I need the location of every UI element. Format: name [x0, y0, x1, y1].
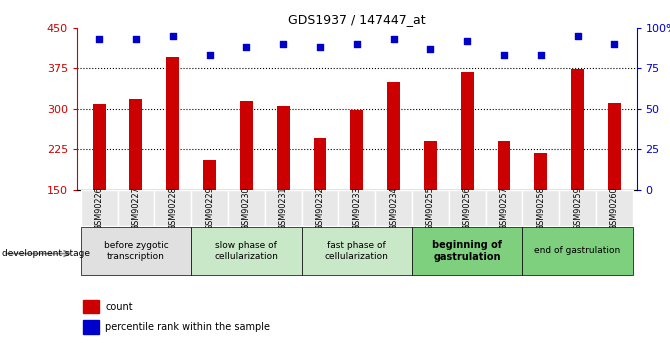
Point [388, 36, 399, 42]
Point [425, 46, 436, 51]
Bar [461, 72, 474, 271]
Text: beginning of
gastrulation: beginning of gastrulation [432, 240, 502, 262]
Bar [82, 320, 99, 334]
Text: GSM90230: GSM90230 [242, 186, 251, 230]
Point [241, 44, 252, 50]
Bar [387, 82, 400, 271]
FancyBboxPatch shape [596, 190, 633, 226]
FancyBboxPatch shape [559, 190, 596, 226]
Text: count: count [105, 302, 133, 312]
Text: before zygotic
transcription: before zygotic transcription [104, 241, 168, 261]
Text: GSM90234: GSM90234 [389, 186, 398, 230]
Point [572, 33, 583, 39]
Text: GSM90229: GSM90229 [205, 186, 214, 230]
FancyBboxPatch shape [449, 190, 486, 226]
Text: percentile rank within the sample: percentile rank within the sample [105, 322, 270, 332]
Text: slow phase of
cellularization: slow phase of cellularization [214, 241, 278, 261]
Bar [535, 153, 547, 271]
Text: GSM90258: GSM90258 [536, 186, 545, 230]
Text: GSM90256: GSM90256 [463, 186, 472, 230]
Point [315, 44, 326, 50]
Text: GSM90231: GSM90231 [279, 186, 287, 230]
FancyBboxPatch shape [375, 190, 412, 226]
Bar [277, 106, 289, 271]
Bar [350, 110, 363, 271]
FancyBboxPatch shape [191, 190, 228, 226]
FancyBboxPatch shape [523, 190, 559, 226]
FancyBboxPatch shape [191, 227, 302, 275]
FancyBboxPatch shape [302, 227, 412, 275]
Bar [203, 160, 216, 271]
Point [168, 33, 178, 39]
Bar [129, 99, 143, 271]
FancyBboxPatch shape [154, 190, 191, 226]
FancyBboxPatch shape [265, 190, 302, 226]
Bar [92, 104, 106, 271]
Bar [498, 141, 511, 271]
FancyBboxPatch shape [80, 227, 191, 275]
Point [94, 36, 105, 42]
Bar [166, 57, 179, 271]
Text: GSM90226: GSM90226 [94, 186, 104, 230]
Point [131, 36, 141, 42]
Point [204, 52, 215, 58]
Point [462, 38, 472, 43]
Bar [82, 300, 99, 313]
Bar [608, 103, 621, 271]
Text: GSM90257: GSM90257 [500, 186, 509, 230]
Title: GDS1937 / 147447_at: GDS1937 / 147447_at [288, 13, 425, 27]
Text: GSM90255: GSM90255 [426, 186, 435, 230]
FancyBboxPatch shape [486, 190, 523, 226]
Bar [571, 69, 584, 271]
FancyBboxPatch shape [523, 227, 633, 275]
Text: GSM90232: GSM90232 [316, 186, 324, 230]
FancyBboxPatch shape [302, 190, 338, 226]
Text: GSM90228: GSM90228 [168, 186, 178, 230]
Point [352, 41, 362, 47]
Text: GSM90260: GSM90260 [610, 186, 619, 230]
Text: GSM90259: GSM90259 [573, 186, 582, 230]
Bar [424, 141, 437, 271]
Point [278, 41, 289, 47]
Point [535, 52, 546, 58]
FancyBboxPatch shape [228, 190, 265, 226]
Point [498, 52, 509, 58]
Text: GSM90233: GSM90233 [352, 186, 361, 230]
FancyBboxPatch shape [412, 190, 449, 226]
Text: end of gastrulation: end of gastrulation [535, 246, 620, 256]
Bar [314, 138, 326, 271]
Bar [240, 101, 253, 271]
Text: GSM90227: GSM90227 [131, 186, 141, 230]
FancyBboxPatch shape [80, 190, 117, 226]
Point [609, 41, 620, 47]
FancyBboxPatch shape [338, 190, 375, 226]
Text: fast phase of
cellularization: fast phase of cellularization [325, 241, 389, 261]
Text: development stage: development stage [2, 249, 90, 258]
FancyBboxPatch shape [117, 190, 154, 226]
FancyBboxPatch shape [412, 227, 523, 275]
